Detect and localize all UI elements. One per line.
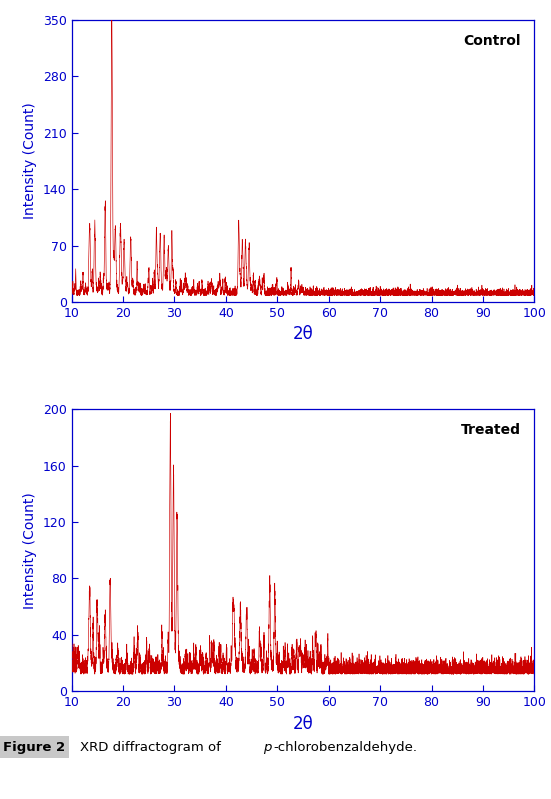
Text: Figure 2: Figure 2 bbox=[3, 741, 65, 753]
Text: Control: Control bbox=[463, 34, 521, 48]
Y-axis label: Intensity (Count): Intensity (Count) bbox=[23, 102, 37, 220]
Text: Treated: Treated bbox=[461, 423, 521, 437]
Text: XRD diffractogram of: XRD diffractogram of bbox=[80, 741, 225, 753]
X-axis label: 2θ: 2θ bbox=[293, 325, 314, 344]
Y-axis label: Intensity (Count): Intensity (Count) bbox=[23, 491, 37, 609]
Text: p: p bbox=[263, 741, 272, 753]
Text: -chlorobenzaldehyde.: -chlorobenzaldehyde. bbox=[274, 741, 418, 753]
X-axis label: 2θ: 2θ bbox=[293, 714, 314, 733]
